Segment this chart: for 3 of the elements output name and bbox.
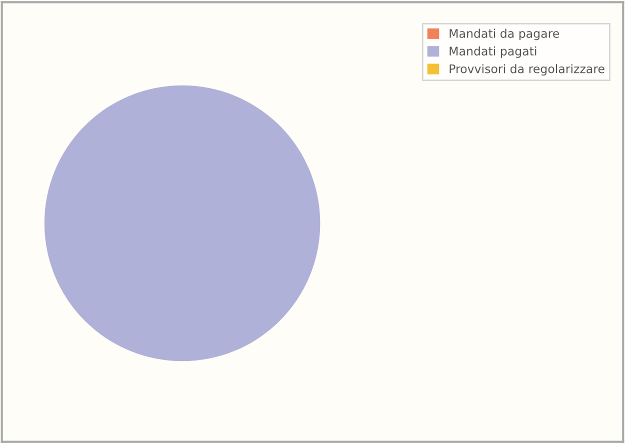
legend-label: Mandati pagati: [450, 46, 536, 58]
legend-label: Provvisori da regolarizzare: [450, 64, 604, 76]
legend-label: Mandati da pagare: [450, 28, 560, 40]
